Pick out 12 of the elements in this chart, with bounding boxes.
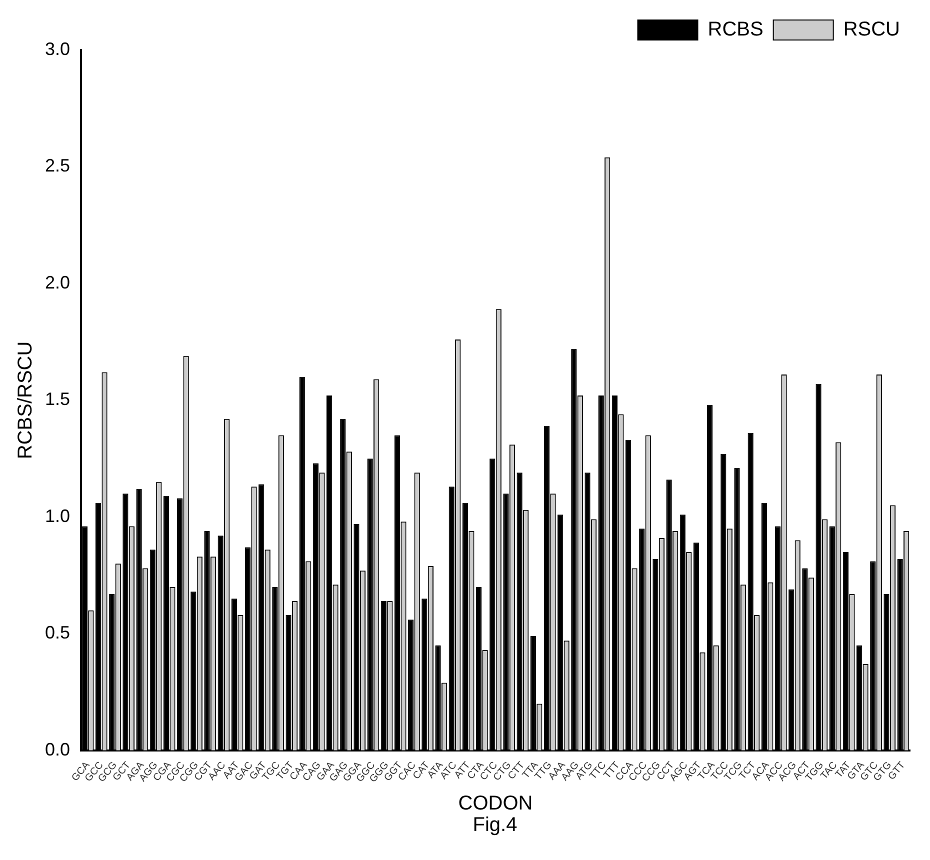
legend-label: RSCU: [843, 18, 900, 41]
y-tick-label: 1.0: [44, 506, 70, 526]
y-tick-label: 3.0: [44, 38, 70, 59]
legend-label: RCBS: [708, 18, 764, 41]
y-tick-label: 0.5: [44, 622, 70, 643]
y-tick-label: 0.0: [44, 739, 70, 760]
y-tick-label: 2.5: [44, 156, 70, 176]
y-tick-label: 2.0: [44, 272, 70, 292]
x-axis-title: CODON: [458, 792, 533, 815]
y-tick-label: 1.5: [44, 389, 70, 410]
caption: Fig.4: [472, 814, 518, 837]
y-axis-title: RCBS/RSCU: [14, 341, 37, 460]
